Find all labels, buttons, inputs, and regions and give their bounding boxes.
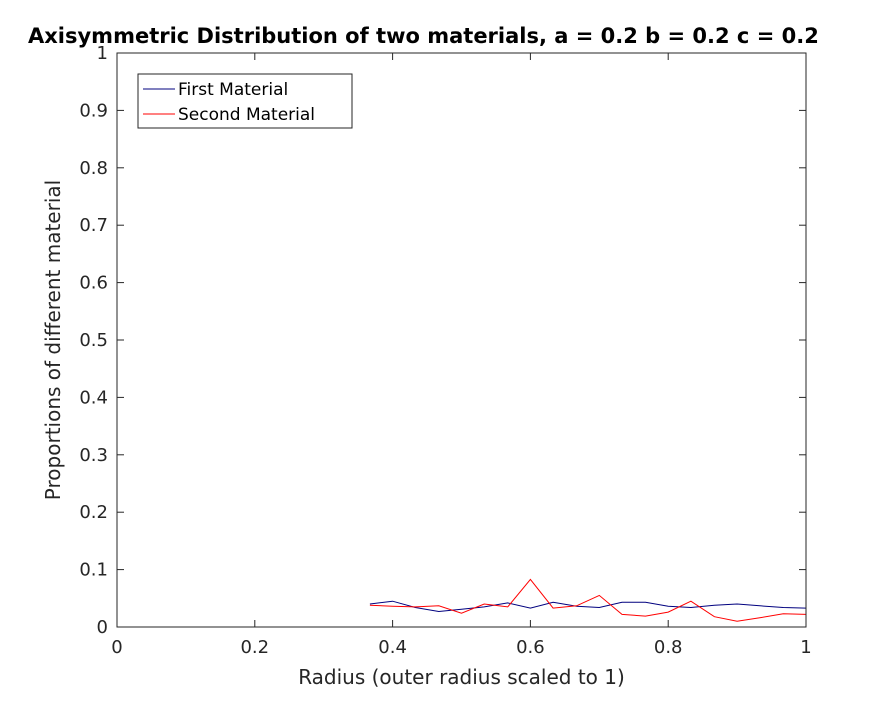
y-tick-label: 0.7 <box>79 215 108 236</box>
y-tick-label: 0.4 <box>79 387 108 408</box>
y-tick-label: 0 <box>97 617 108 638</box>
x-tick-label: 0.2 <box>240 637 269 658</box>
y-tick-label: 0.9 <box>79 100 108 121</box>
legend: First Material Second Material <box>137 73 353 129</box>
y-tick-label: 0.2 <box>79 502 108 523</box>
series-line-second-material <box>369 578 807 622</box>
x-tick-label: 0.8 <box>654 637 683 658</box>
legend-box <box>137 73 353 129</box>
x-tick-label: 0.4 <box>378 637 407 658</box>
chart-title: Axisymmetric Distribution of two materia… <box>28 24 819 48</box>
y-tick-label: 1 <box>97 43 108 64</box>
y-tick-label: 0.3 <box>79 445 108 466</box>
y-tick-label: 0.5 <box>79 330 108 351</box>
x-tick-label: 1 <box>800 637 811 658</box>
y-tick-label: 0.1 <box>79 560 108 581</box>
x-ticks: 0 0.2 0.4 0.6 0.8 1 <box>111 53 812 658</box>
x-axis-label: Radius (outer radius scaled to 1) <box>298 665 625 689</box>
legend-label-first-material: First Material <box>178 80 288 100</box>
legend-label-second-material: Second Material <box>178 105 315 125</box>
y-tick-label: 0.6 <box>79 273 108 294</box>
y-tick-label: 0.8 <box>79 158 108 179</box>
y-ticks: 0 0.1 0.2 0.3 0.4 0.5 0.6 0.7 0.8 0.9 1 <box>79 43 806 638</box>
y-axis-label: Proportions of different material <box>41 180 65 500</box>
series-layer <box>369 578 807 622</box>
plot-area <box>117 53 806 627</box>
x-tick-label: 0 <box>111 637 122 658</box>
x-tick-label: 0.6 <box>516 637 545 658</box>
series-line-first-material <box>369 600 807 613</box>
